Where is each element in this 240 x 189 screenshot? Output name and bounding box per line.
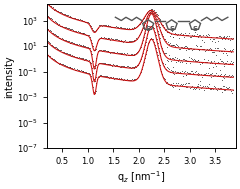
X-axis label: q$_z$ [nm$^{-1}$]: q$_z$ [nm$^{-1}$] [117,169,166,185]
Y-axis label: intensity: intensity [4,55,14,98]
